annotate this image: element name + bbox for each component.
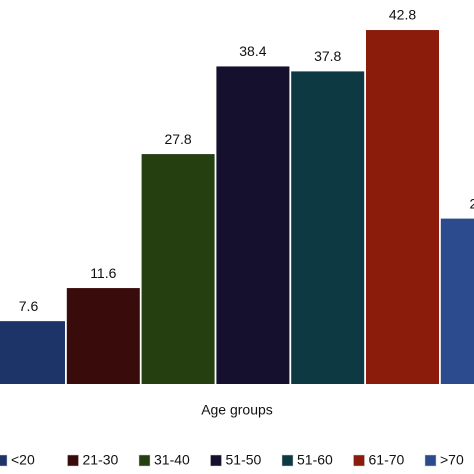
data-label: 38.4 <box>239 43 266 59</box>
data-label: 7.6 <box>19 298 39 314</box>
legend-label: 51-60 <box>297 452 333 468</box>
legend-swatch <box>138 454 151 467</box>
legend-label: 61-70 <box>369 452 405 468</box>
legend-label: 51-50 <box>226 452 262 468</box>
bar <box>291 71 365 385</box>
bar <box>440 218 474 384</box>
bar <box>66 288 140 384</box>
bar <box>0 321 65 384</box>
legend-swatch <box>210 454 222 467</box>
bar <box>141 154 215 384</box>
data-label: 27.8 <box>164 131 191 147</box>
legend-swatch <box>353 454 365 467</box>
legend-swatch <box>67 454 79 467</box>
bar <box>216 66 290 384</box>
data-label: 37.8 <box>314 48 341 64</box>
bar <box>366 30 439 384</box>
legend-swatch <box>424 454 437 467</box>
legend-label: 21-30 <box>83 452 119 468</box>
data-label: 20 <box>470 195 474 211</box>
data-label: 11.6 <box>90 265 116 281</box>
legend-label: 31-40 <box>154 452 190 468</box>
x-axis-label: Age groups <box>201 402 273 418</box>
data-label: 42.8 <box>389 7 416 23</box>
legend-label: >70 <box>440 452 464 468</box>
legend-label: <20 <box>11 452 35 468</box>
legend-swatch <box>281 454 294 467</box>
legend-swatch <box>0 454 8 467</box>
